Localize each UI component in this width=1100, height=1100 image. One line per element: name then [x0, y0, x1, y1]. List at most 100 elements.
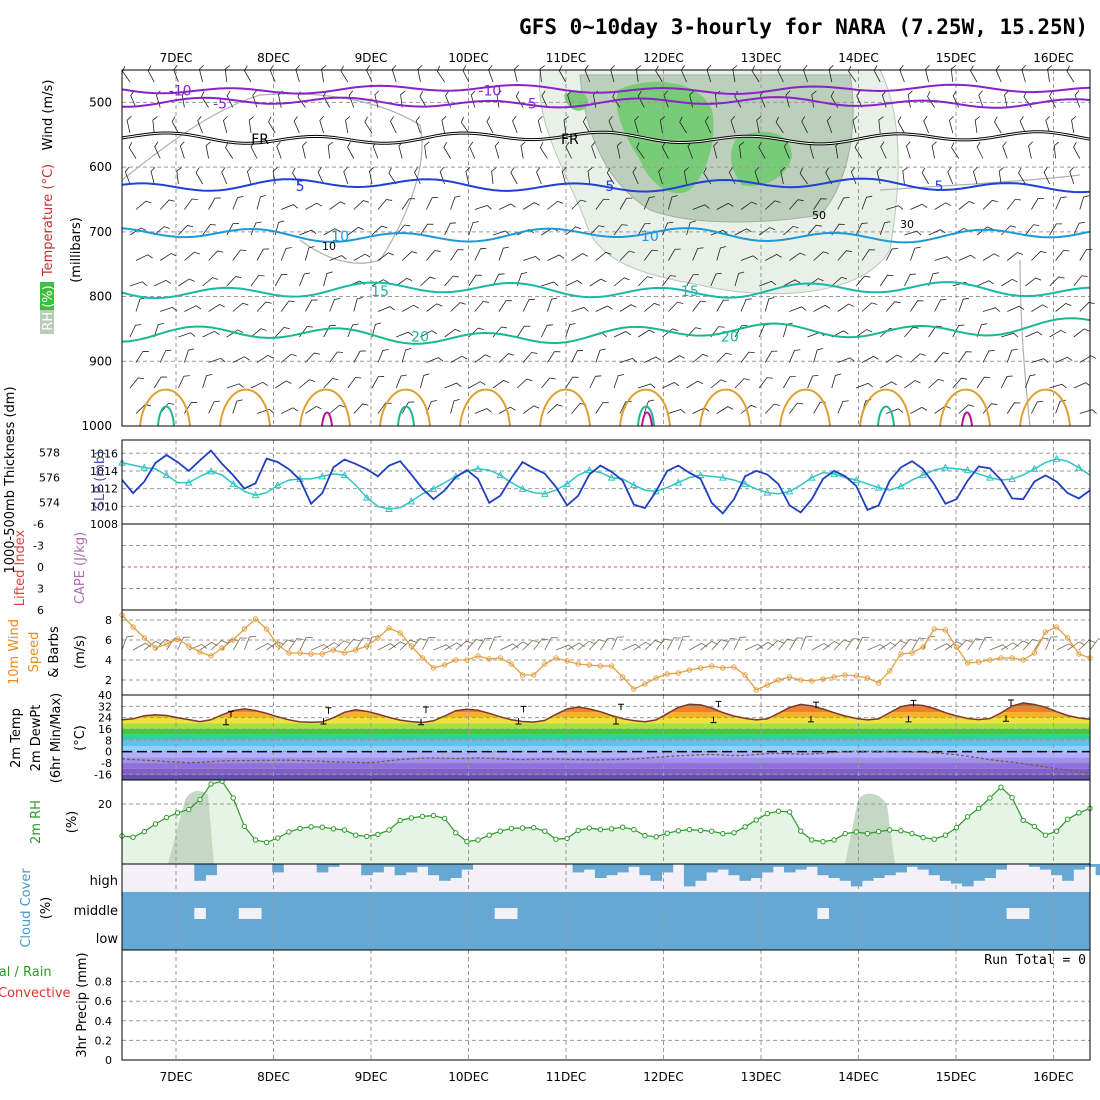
wind10m-point	[575, 661, 581, 667]
wind-barb	[661, 141, 669, 159]
wind-barb	[595, 305, 613, 312]
wind-barb	[299, 272, 311, 287]
wind-barb	[197, 116, 203, 134]
wind-barb	[498, 203, 516, 210]
wind-barb	[184, 198, 198, 210]
wind-barb	[224, 65, 231, 83]
wind10m-point	[1065, 635, 1071, 641]
isotherm-label: -10	[478, 83, 501, 99]
date-label-top: 16DEC	[1033, 51, 1073, 65]
temp-band	[122, 702, 1090, 707]
rh-point	[531, 824, 537, 831]
wind10m-point	[141, 635, 148, 641]
rh-point	[419, 813, 426, 820]
wind10m-barb	[410, 638, 427, 651]
wind10m-point	[163, 641, 170, 647]
wind-barb	[329, 351, 344, 363]
wind-barb	[861, 302, 878, 312]
rh-legend-swatch	[40, 282, 54, 310]
wind-barb	[232, 196, 244, 210]
wind-barb	[520, 141, 526, 159]
date-label-bottom: 9DEC	[355, 1070, 388, 1084]
cloud-high-bar	[895, 864, 907, 873]
wind10m-point	[152, 645, 159, 651]
wind10m-point	[742, 672, 748, 678]
rh-point	[809, 837, 815, 843]
cloud-high-bar	[973, 864, 985, 881]
thickness-marker	[518, 484, 527, 492]
wind-barb	[1055, 249, 1070, 261]
wind10m-barb	[945, 641, 963, 651]
cloud-high-bar	[772, 864, 785, 867]
wind-barb	[492, 273, 505, 287]
wind-barb	[764, 350, 778, 363]
date-label-top: 15DEC	[936, 51, 976, 65]
isotherm-FR-core	[121, 131, 1091, 145]
precip-y-tick: 0.4	[95, 1015, 113, 1028]
wind-barb	[269, 65, 276, 83]
rh2m-axis-label: (%)	[65, 811, 80, 834]
rh-point	[820, 838, 826, 845]
wind-barb	[195, 167, 203, 185]
wind-barb	[1006, 348, 1018, 363]
rh-point	[976, 805, 982, 812]
wind-barb	[831, 276, 848, 287]
wind-barb	[246, 166, 252, 185]
wind-barb	[1049, 223, 1063, 236]
cloud-high-bar	[928, 864, 941, 876]
wind10m-point	[219, 645, 225, 651]
date-label-top: 13DEC	[741, 51, 781, 65]
wind-barb	[130, 90, 137, 108]
wind10m-barb	[733, 636, 747, 651]
wind-barb	[765, 253, 782, 261]
wind-barb	[274, 380, 292, 389]
wind-barb	[1073, 382, 1091, 389]
wind-barb	[643, 196, 656, 210]
wind-barb	[704, 116, 712, 134]
wind10m-point	[1053, 624, 1060, 630]
wind10m-point	[297, 650, 303, 656]
wind-barb	[184, 305, 202, 312]
wind-barb	[758, 141, 766, 159]
wind-barb	[347, 377, 362, 389]
wind10m-point	[319, 651, 325, 657]
cloud-row-label: low	[96, 932, 119, 947]
wind-barb	[1043, 167, 1050, 185]
wind-barb	[885, 301, 901, 312]
cloud-high-bar	[316, 864, 329, 873]
wind10m-point	[542, 661, 548, 667]
wind10m-point	[208, 653, 214, 659]
wind-barb	[226, 329, 244, 338]
wind-barb	[1073, 222, 1085, 236]
wind10m-point	[953, 644, 960, 650]
wind-barb	[567, 90, 572, 108]
wind-barb	[1018, 167, 1026, 185]
wind10m-point	[252, 616, 259, 622]
wind10m-barb	[444, 642, 463, 651]
temp-axis-label: 2m Temp	[9, 708, 24, 768]
wind10m-point	[586, 662, 592, 668]
wind10m-barb	[1011, 640, 1030, 651]
wind-barb	[364, 116, 373, 134]
rh-point	[386, 827, 392, 833]
wind-barb	[904, 380, 921, 389]
wind-barb	[460, 116, 470, 134]
wind-barb	[199, 64, 204, 83]
cloud-high-bar	[1039, 864, 1052, 870]
wind-barb	[153, 322, 164, 338]
cloud-row-label: middle	[74, 904, 118, 919]
wind-barb	[658, 166, 663, 185]
rh-point	[308, 824, 314, 830]
wind-barb	[976, 376, 991, 389]
wind-barb	[536, 167, 542, 185]
slp-y-tick: 1016	[90, 447, 118, 460]
wind10m-point	[1031, 650, 1038, 656]
cloud-high-bar	[650, 864, 663, 881]
wind-barb	[589, 278, 607, 287]
wind-barb	[159, 199, 175, 210]
wind-barb	[522, 298, 535, 312]
wind-barb	[813, 304, 831, 312]
li-y-tick: 3	[37, 583, 44, 596]
wind-barb	[619, 400, 632, 414]
wind-barb	[734, 378, 750, 389]
